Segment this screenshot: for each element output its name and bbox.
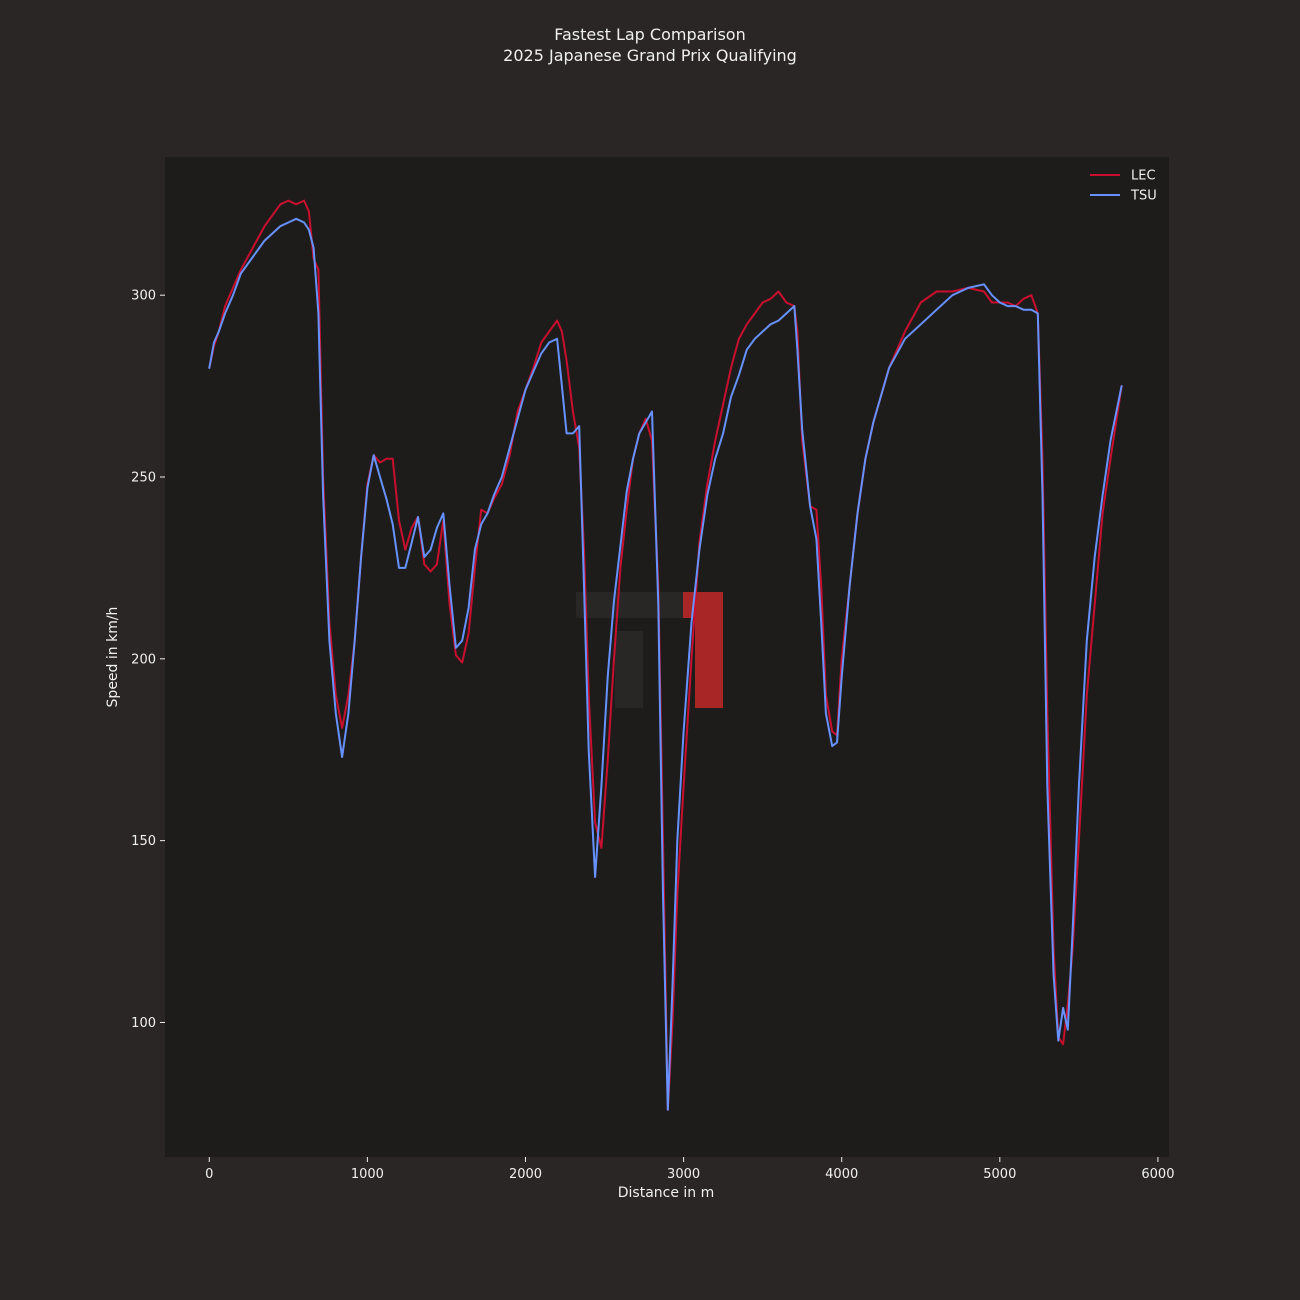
x-axis-label: Distance in m — [618, 1185, 715, 1201]
chart-title: Fastest Lap Comparison — [554, 25, 745, 44]
y-tick-label: 100 — [131, 1016, 156, 1031]
x-tick-label: 0 — [205, 1167, 213, 1182]
y-axis: 100 150 200 250 300 — [131, 289, 165, 1031]
legend: LEC TSU — [1082, 163, 1162, 209]
legend-label-lec: LEC — [1131, 169, 1156, 184]
x-tick-label: 3000 — [667, 1167, 700, 1182]
x-axis: 0 1000 2000 3000 4000 5000 6000 — [205, 1157, 1174, 1182]
watermark-dark-stem — [615, 631, 643, 708]
x-tick-label: 5000 — [983, 1167, 1016, 1182]
series-line-lec — [208, 199, 1123, 1111]
x-tick-label: 4000 — [825, 1167, 858, 1182]
x-tick-label: 1000 — [351, 1167, 384, 1182]
watermark-red-stem — [695, 592, 723, 708]
y-tick-label: 300 — [131, 289, 156, 304]
y-tick-label: 250 — [131, 471, 156, 486]
watermark — [576, 592, 723, 708]
series-line-tsu — [208, 217, 1123, 1111]
legend-box — [1082, 163, 1162, 209]
x-tick-label: 2000 — [509, 1167, 542, 1182]
x-tick-label: 6000 — [1141, 1167, 1174, 1182]
y-tick-label: 200 — [131, 652, 156, 667]
series-layer — [208, 199, 1123, 1111]
legend-label-tsu: TSU — [1130, 189, 1157, 204]
y-tick-label: 150 — [131, 834, 156, 849]
y-axis-label: Speed in km/h — [105, 607, 121, 708]
watermark-dark-bar — [576, 592, 683, 618]
chart-subtitle: 2025 Japanese Grand Prix Qualifying — [503, 46, 797, 65]
